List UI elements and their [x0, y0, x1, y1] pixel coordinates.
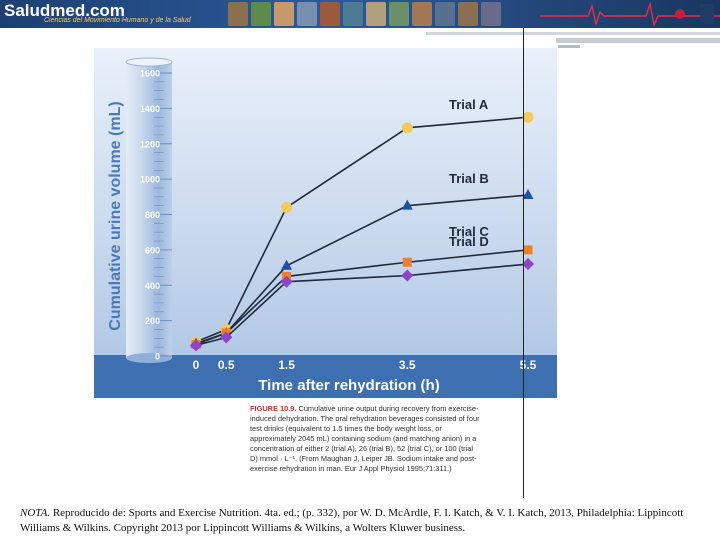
note-text: Reproducido de: Sports and Exercise Nutr… [20, 507, 684, 534]
athlete-photo-icon [389, 2, 409, 26]
athlete-photo-icon [251, 2, 271, 26]
data-point [522, 189, 534, 200]
site-tagline: Ciencias del Movimiento Humano y de la S… [44, 17, 191, 24]
y-tick-label: 800 [145, 210, 160, 220]
athlete-photo-icon [458, 2, 478, 26]
y-tick-label: 200 [145, 316, 160, 326]
athlete-photo-icon [343, 2, 363, 26]
athlete-photo-icon [297, 2, 317, 26]
x-tick-label: 1.5 [278, 358, 295, 372]
data-point [281, 259, 293, 270]
athlete-photo-icon [228, 2, 248, 26]
x-tick-label: 0 [193, 358, 200, 372]
figure-label: FIGURE 10.9. [250, 404, 297, 413]
y-tick-label: 1000 [140, 175, 160, 185]
series-label: Trial B [449, 171, 489, 186]
x-tick-label: 3.5 [399, 358, 416, 372]
data-point [401, 269, 414, 282]
urine-volume-chart: Cumulative urine volume (mL) Time after … [94, 48, 557, 398]
y-tick-label: 1200 [140, 139, 160, 149]
data-point [220, 331, 233, 344]
data-point [280, 275, 293, 288]
decorative-rule [558, 45, 580, 48]
athlete-photo-icon [481, 2, 501, 26]
data-point [522, 111, 534, 123]
decorative-rule [556, 38, 720, 43]
athlete-photo-icon [274, 2, 294, 26]
note-label: NOTA. [20, 507, 51, 519]
series-label: Trial D [449, 234, 489, 249]
data-point [402, 257, 412, 267]
data-point [522, 258, 534, 271]
y-axis-label: Cumulative urine volume (mL) [107, 101, 124, 330]
y-tick-label: 400 [145, 281, 160, 291]
y-tick-label: 600 [145, 245, 160, 255]
data-point [281, 201, 293, 213]
data-point [401, 122, 413, 134]
heartbeat-ecg-icon [540, 1, 720, 28]
site-banner: Saludmed.com Ciencias del Movimiento Hum… [0, 0, 720, 28]
x-axis-band [94, 355, 557, 398]
data-point [401, 199, 413, 210]
decorative-rule [426, 32, 720, 35]
athlete-photo-icon [320, 2, 340, 26]
figure-caption: FIGURE 10.9. Cumulative urine output dur… [250, 404, 482, 474]
graduated-cylinder [125, 57, 173, 363]
x-tick-label: 0.5 [218, 358, 235, 372]
athlete-photo-icon [366, 2, 386, 26]
vertical-divider-line [523, 28, 524, 498]
source-note: NOTA. Reproducido de: Sports and Exercis… [20, 506, 710, 536]
y-tick-label: 0 [155, 352, 160, 362]
data-point [523, 245, 533, 255]
site-logo[interactable]: Saludmed.com [4, 1, 125, 20]
data-point [190, 339, 202, 352]
series-label: Trial A [449, 97, 489, 112]
athlete-photo-icon [435, 2, 455, 26]
athlete-photo-icon [412, 2, 432, 26]
x-axis-label: Time after rehydration (h) [258, 377, 439, 394]
figure-caption-text: Cumulative urine output during recovery … [250, 404, 480, 473]
y-tick-label: 1600 [140, 69, 160, 79]
banner-photo-strip [228, 2, 501, 26]
y-tick-label: 1400 [140, 104, 160, 114]
series-label: Trial C [449, 224, 489, 239]
